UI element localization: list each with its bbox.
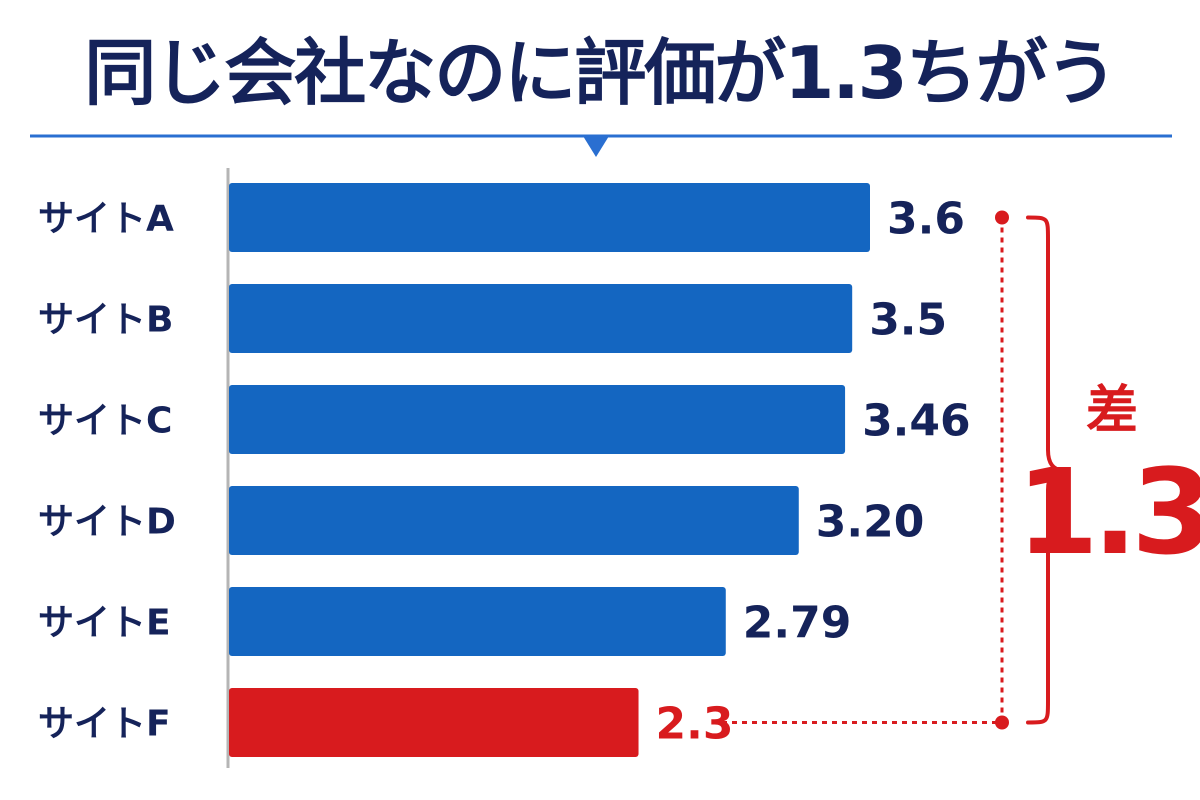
- range-bracket: [1026, 215, 1064, 725]
- bar: [229, 486, 799, 555]
- bar-highlight: [229, 688, 639, 757]
- range-dot-top: [995, 210, 1009, 225]
- range-dot-bottom: [995, 715, 1009, 730]
- value-label: 3.5: [869, 295, 947, 346]
- category-label: サイトE: [38, 603, 171, 644]
- bar: [229, 385, 846, 454]
- value-label: 2.3: [656, 699, 734, 750]
- bar: [229, 284, 853, 353]
- title-rule-pointer: [583, 136, 609, 157]
- category-label: サイトB: [38, 300, 173, 341]
- chart-title: 同じ会社なのに評価が1.3ちがう: [84, 31, 1118, 115]
- value-label: 2.79: [743, 598, 852, 649]
- bar: [229, 587, 726, 656]
- value-label: 3.20: [816, 497, 925, 548]
- category-label: サイトF: [38, 704, 171, 745]
- bars: サイトA 3.6 サイトB 3.5 サイトC 3.46 サイトD 3.20 サイトE 2.79 サイ…: [38, 183, 971, 757]
- difference-label: 差: [1086, 381, 1138, 441]
- value-label: 3.6: [887, 194, 965, 245]
- value-label: 3.46: [862, 396, 971, 447]
- difference-value: 1.3: [1016, 443, 1200, 581]
- bar: [229, 183, 870, 252]
- category-label: サイトA: [38, 199, 174, 240]
- difference-annotation: 差1.3: [722, 210, 1200, 730]
- category-label: サイトD: [38, 502, 176, 543]
- category-label: サイトC: [38, 401, 172, 442]
